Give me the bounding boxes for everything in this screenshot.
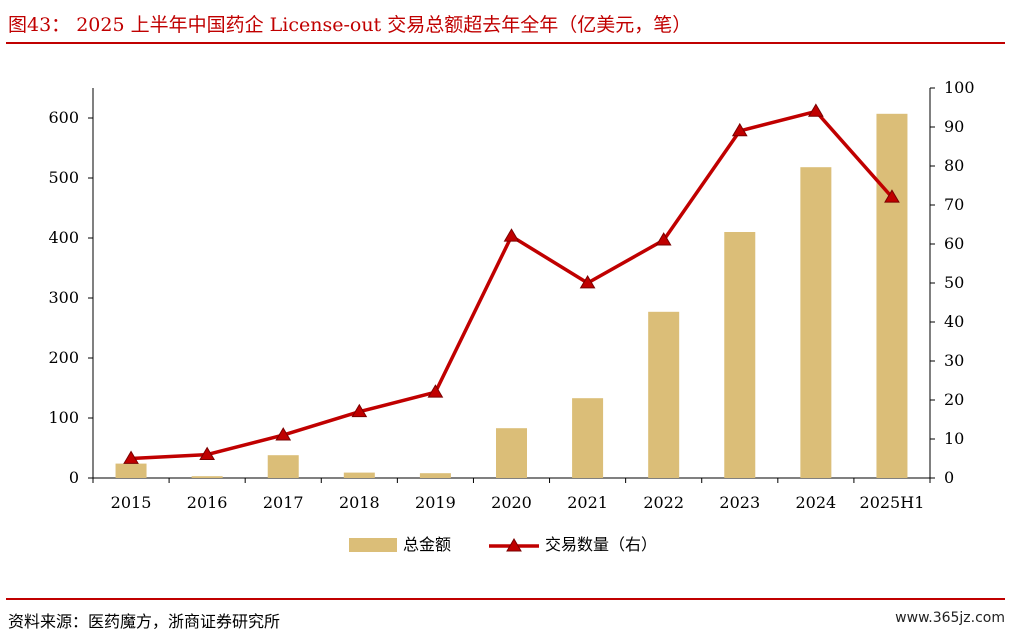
- bar: [267, 455, 299, 478]
- x-tick-label: 2020: [491, 493, 532, 512]
- bar: [876, 113, 908, 479]
- right-tick-label: 30: [944, 351, 964, 370]
- right-tick-label: 80: [944, 156, 964, 175]
- footer-rule: [6, 598, 1005, 600]
- line-marker: [731, 122, 748, 137]
- line-marker: [579, 275, 596, 289]
- right-tick-label: 0: [944, 468, 954, 487]
- x-tick-label: 2024: [796, 493, 837, 512]
- series-line: [130, 109, 894, 461]
- right-tick-label: 100: [944, 78, 975, 97]
- x-tick-label: 2025H1: [860, 493, 925, 512]
- x-tick-label: 2023: [719, 493, 760, 512]
- right-tick-label: 50: [944, 273, 964, 292]
- bar: [419, 473, 451, 478]
- x-tick-label: 2016: [187, 493, 228, 512]
- line-marker: [427, 384, 444, 398]
- title-rule: [6, 42, 1005, 44]
- bar: [572, 398, 604, 478]
- left-tick-label: 300: [48, 288, 79, 307]
- right-tick-label: 40: [944, 312, 964, 331]
- line-marker: [807, 103, 824, 117]
- watermark: www.365jz.com: [895, 610, 1005, 626]
- right-tick-label: 10: [944, 429, 964, 448]
- line-marker: [123, 450, 139, 464]
- bar: [191, 476, 223, 478]
- x-tick-label: 2018: [339, 493, 380, 512]
- left-tick-label: 100: [48, 408, 79, 427]
- title-bar: 图43： 2025 上半年中国药企 License-out 交易总额超去年全年（…: [0, 0, 1017, 44]
- line-marker: [351, 403, 368, 418]
- x-tick-label: 2017: [263, 493, 304, 512]
- left-tick-label: 0: [69, 468, 79, 487]
- bar: [343, 472, 375, 478]
- line-marker: [655, 232, 672, 246]
- legend-swatch-bar: [349, 538, 397, 552]
- left-tick-label: 600: [48, 108, 79, 127]
- legend-label-bar: 总金额: [403, 535, 451, 554]
- legend-swatch-marker: [506, 538, 522, 552]
- line-marker: [503, 228, 520, 242]
- bar: [115, 463, 147, 478]
- x-tick-label: 2021: [567, 493, 608, 512]
- left-tick-label: 400: [48, 228, 79, 247]
- left-tick-label: 500: [48, 168, 79, 187]
- line-marker: [275, 427, 292, 441]
- right-tick-label: 60: [944, 234, 964, 253]
- bar: [496, 428, 527, 478]
- line-marker: [884, 189, 900, 203]
- right-tick-label: 20: [944, 390, 964, 409]
- x-tick-label: 2019: [415, 493, 456, 512]
- left-tick-label: 200: [48, 348, 79, 367]
- right-tick-label: 70: [944, 195, 964, 214]
- chart: 0 100 200 300 400 500 600 0 10 20 30 40 50 60 70 80 90 10…: [48, 78, 975, 554]
- right-tick-label: 90: [944, 117, 964, 136]
- bar: [648, 311, 680, 478]
- chart-title: 图43： 2025 上半年中国药企 License-out 交易总额超去年全年（…: [8, 14, 692, 36]
- x-tick-label: 2015: [111, 493, 152, 512]
- line-marker: [199, 446, 216, 460]
- source-note: 资料来源：医药魔方，浙商证券研究所: [8, 612, 281, 631]
- x-tick-label: 2022: [643, 493, 684, 512]
- bar: [800, 167, 832, 478]
- legend-label-line: 交易数量（右）: [545, 535, 657, 554]
- bar: [724, 232, 756, 478]
